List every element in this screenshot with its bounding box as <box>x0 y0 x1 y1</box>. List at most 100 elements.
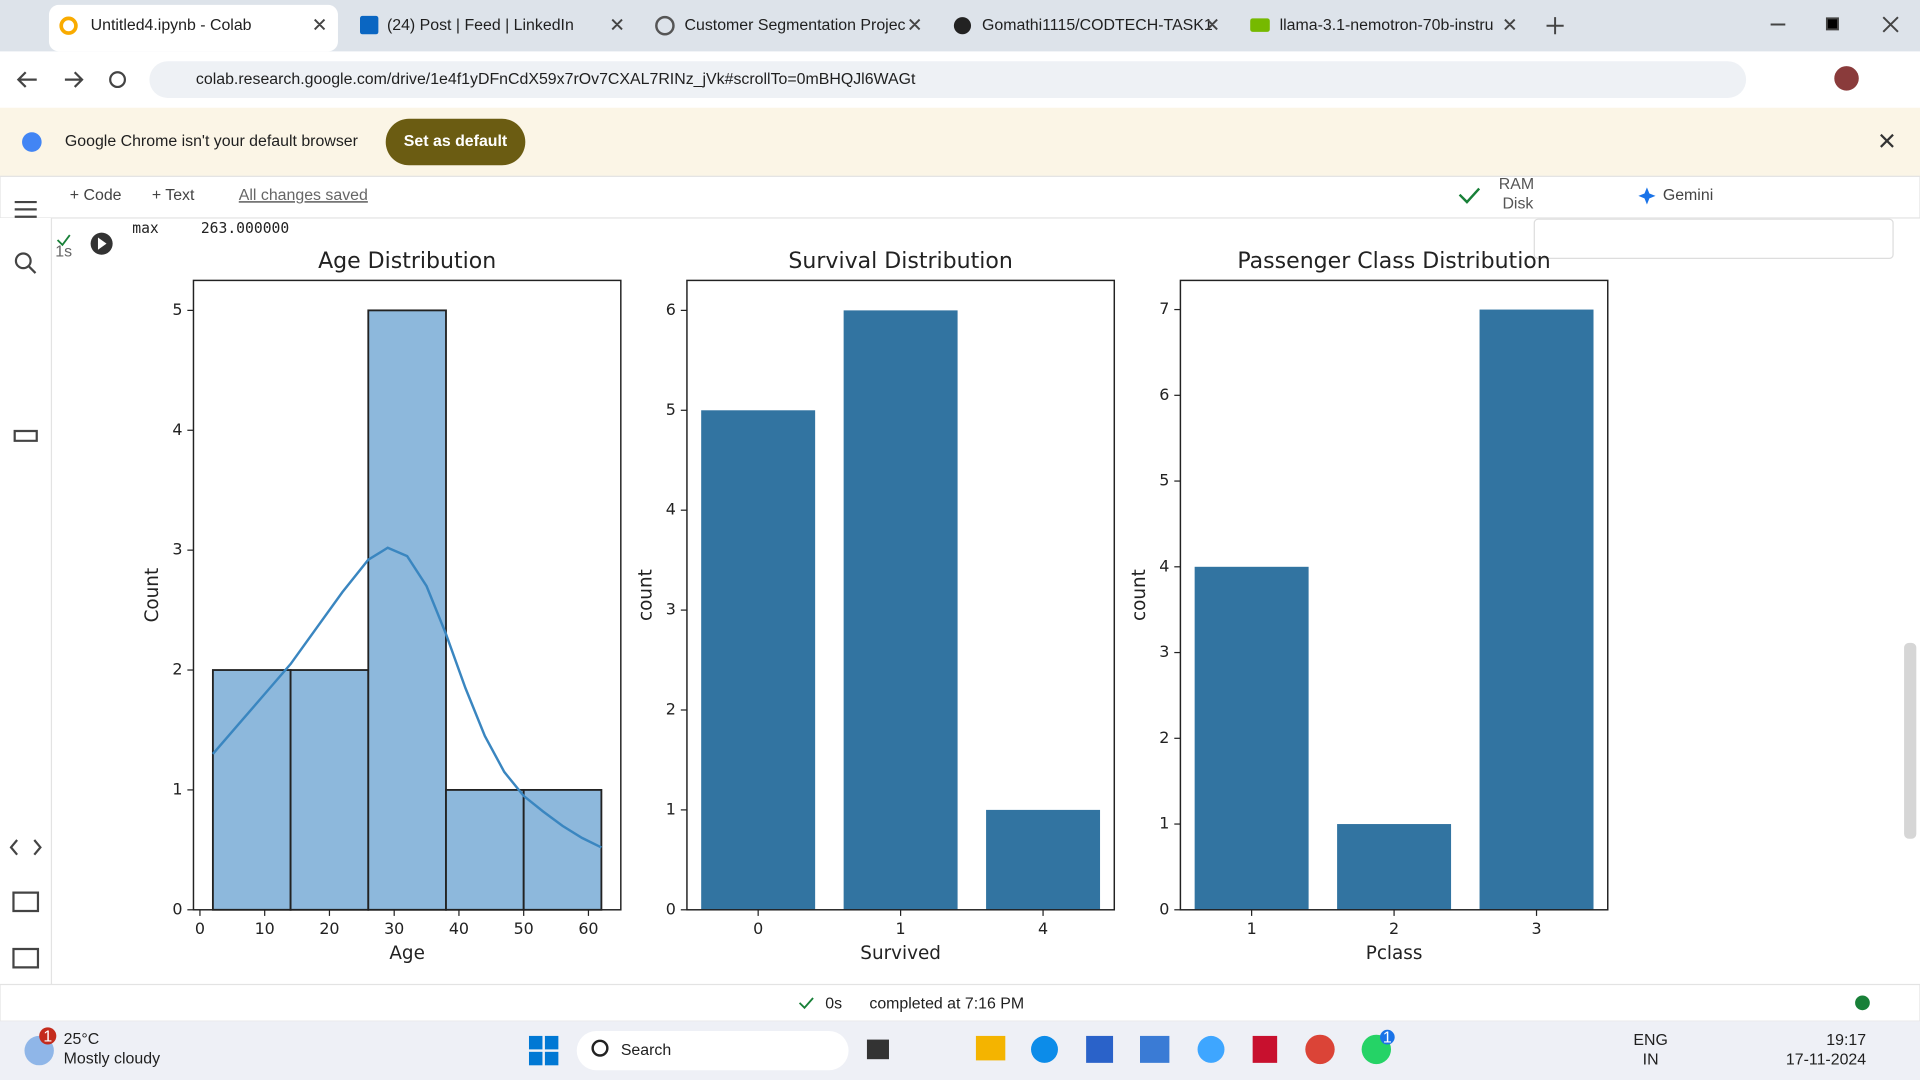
gemini-icon[interactable] <box>1638 187 1656 205</box>
taskbar <box>0 1021 1920 1080</box>
histogram-bar <box>211 669 292 911</box>
y-tick-label: 3 <box>666 600 676 619</box>
chart-title: Age Distribution <box>318 249 496 274</box>
y-axis-label: Count <box>142 568 163 623</box>
y-tick-label: 4 <box>1159 556 1169 575</box>
status-check <box>798 997 814 1010</box>
bar <box>843 310 958 910</box>
x-tick-label: 0 <box>195 919 205 938</box>
tab-title[interactable]: Untitled4.ipynb - Colab <box>91 17 252 34</box>
clock-date[interactable]: 17-11-2024 <box>1786 1052 1866 1069</box>
omnibox[interactable] <box>149 61 1747 98</box>
default-browser-banner <box>0 107 1920 177</box>
sidebar-icons[interactable] <box>9 200 42 969</box>
badge-count: 1 <box>43 1028 52 1045</box>
y-tick-label: 2 <box>1159 728 1169 747</box>
save-status[interactable]: All changes saved <box>239 187 368 204</box>
cell-toolbar[interactable] <box>1533 218 1894 259</box>
notification-badge <box>39 1027 57 1045</box>
search-icon[interactable] <box>591 1039 609 1057</box>
tab-title[interactable]: (24) Post | Feed | LinkedIn <box>387 17 574 34</box>
disk-label: Disk <box>1502 196 1533 213</box>
clock-time[interactable]: 19:17 <box>1826 1032 1866 1049</box>
y-tick-label: 4 <box>172 420 182 439</box>
bar <box>701 410 816 910</box>
bar <box>986 809 1101 910</box>
search-text[interactable]: Search <box>621 1042 671 1059</box>
x-tick-label: 10 <box>255 919 275 938</box>
set-default-button[interactable] <box>385 118 526 166</box>
status-time: 0s <box>825 995 842 1012</box>
x-tick-label: 40 <box>449 919 469 938</box>
add-text[interactable]: + Text <box>152 187 195 204</box>
histogram-bar <box>522 788 603 911</box>
url[interactable]: colab.research.google.com/drive/1e4f1yDF… <box>196 71 916 88</box>
y-tick-label: 2 <box>666 699 676 718</box>
histogram-bar <box>367 309 447 911</box>
output-value: 263.000000 <box>201 220 289 237</box>
bar <box>1194 566 1309 910</box>
bar <box>1479 309 1594 910</box>
runtime-dot <box>1855 995 1870 1011</box>
pinned-apps[interactable] <box>866 1034 1392 1065</box>
app-badge-count: 1 <box>1383 1030 1392 1047</box>
tab-title[interactable]: llama-3.1-nemotron-70b-instru <box>1280 17 1494 34</box>
x-tick-label: 50 <box>514 919 534 938</box>
region[interactable]: IN <box>1643 1052 1659 1069</box>
active-tab[interactable] <box>48 4 338 52</box>
cell-ok <box>56 234 71 247</box>
x-tick-label: 0 <box>753 919 763 938</box>
colab-icon <box>59 16 78 35</box>
axes-frame <box>192 279 622 911</box>
add-code[interactable]: + Code <box>70 187 122 204</box>
connected-check <box>1458 187 1481 204</box>
axes-frame <box>686 279 1116 911</box>
y-tick-label: 0 <box>666 899 676 918</box>
chart-title: Passenger Class Distribution <box>1237 249 1550 274</box>
bar <box>1337 824 1452 910</box>
app-badge <box>1380 1029 1395 1045</box>
kde-line <box>211 546 602 849</box>
x-tick-label: 1 <box>1247 919 1257 938</box>
status-text: completed at 7:16 PM <box>869 995 1024 1012</box>
button-label[interactable]: Set as default <box>404 133 508 150</box>
x-axis-label: Pclass <box>1366 943 1423 964</box>
chart-title: Survival Distribution <box>788 249 1012 274</box>
y-tick-label: 1 <box>1159 814 1169 833</box>
banner-close[interactable] <box>1880 133 1894 148</box>
y-tick-label: 0 <box>1159 899 1169 918</box>
x-axis-label: Age <box>389 943 425 964</box>
y-axis-label: count <box>636 569 657 621</box>
search-box[interactable] <box>576 1031 849 1071</box>
y-tick-label: 6 <box>666 300 676 319</box>
nav-icons[interactable] <box>16 71 126 89</box>
run-icon[interactable] <box>97 237 107 250</box>
weather-text[interactable]: Mostly cloudy <box>64 1050 160 1067</box>
start-button[interactable] <box>528 1035 559 1066</box>
y-tick-label: 3 <box>172 540 182 559</box>
chrome-icon <box>22 132 42 152</box>
temperature[interactable]: 25°C <box>64 1031 100 1048</box>
x-tick-label: 2 <box>1389 919 1399 938</box>
banner-text: Google Chrome isn't your default browser <box>65 133 359 150</box>
x-tick-label: 60 <box>578 919 598 938</box>
profile-avatar[interactable] <box>1834 66 1859 91</box>
y-tick-label: 6 <box>1159 385 1169 404</box>
output-key: max <box>132 220 159 237</box>
x-axis-label: Survived <box>860 943 941 964</box>
scrollbar[interactable] <box>1904 642 1917 839</box>
y-tick-label: 7 <box>1159 299 1169 318</box>
language[interactable]: ENG <box>1633 1032 1667 1049</box>
colab-toolbar <box>0 175 1920 219</box>
tab-title[interactable]: Customer Segmentation Projec <box>684 17 905 34</box>
tab-icon <box>655 15 675 36</box>
tab-title[interactable]: Gomathi1115/CODTECH-TASK1 <box>982 17 1213 34</box>
histogram-bar <box>445 788 525 911</box>
tab-close-icons[interactable] <box>314 16 1899 35</box>
ram-label: RAM <box>1499 176 1534 193</box>
axes-frame <box>1179 279 1609 911</box>
nvidia-icon <box>1250 18 1270 32</box>
y-tick-label: 5 <box>172 300 182 319</box>
gemini-button[interactable]: Gemini <box>1663 187 1713 204</box>
